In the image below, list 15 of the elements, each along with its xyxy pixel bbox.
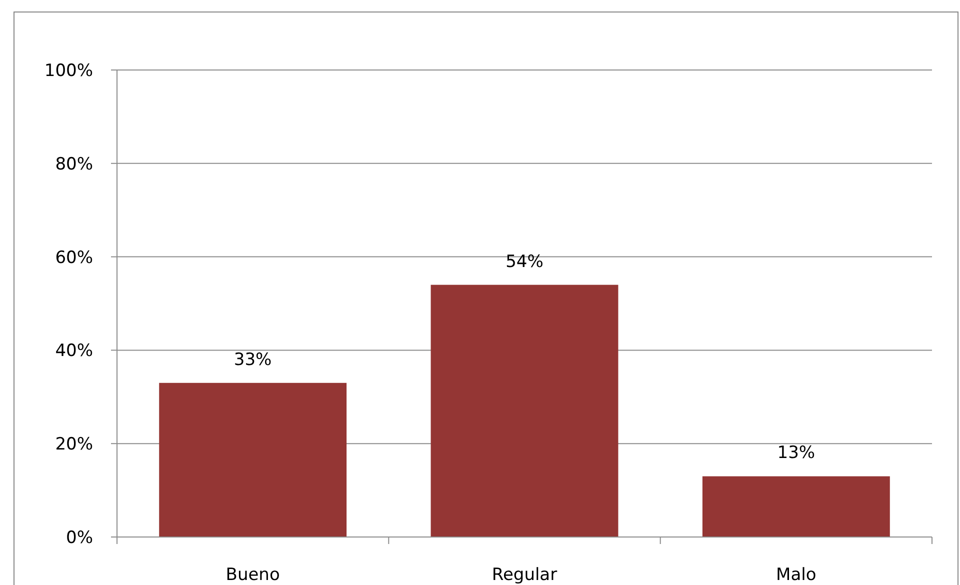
bar xyxy=(702,476,890,537)
y-tick-label: 80% xyxy=(55,154,93,174)
x-tick-label: Malo xyxy=(776,564,816,585)
y-tick-label: 40% xyxy=(55,341,93,362)
data-label: 33% xyxy=(234,350,272,370)
y-tick-label: 0% xyxy=(66,528,93,548)
bar xyxy=(430,284,618,537)
x-tick-label: Bueno xyxy=(226,564,280,585)
data-label: 54% xyxy=(506,252,544,272)
y-tick-label: 100% xyxy=(44,60,93,81)
data-label: 13% xyxy=(777,443,816,464)
x-tick-label: Regular xyxy=(492,564,558,585)
y-tick-label: 60% xyxy=(55,248,93,268)
y-tick-label: 20% xyxy=(55,434,93,455)
bar xyxy=(159,382,347,537)
